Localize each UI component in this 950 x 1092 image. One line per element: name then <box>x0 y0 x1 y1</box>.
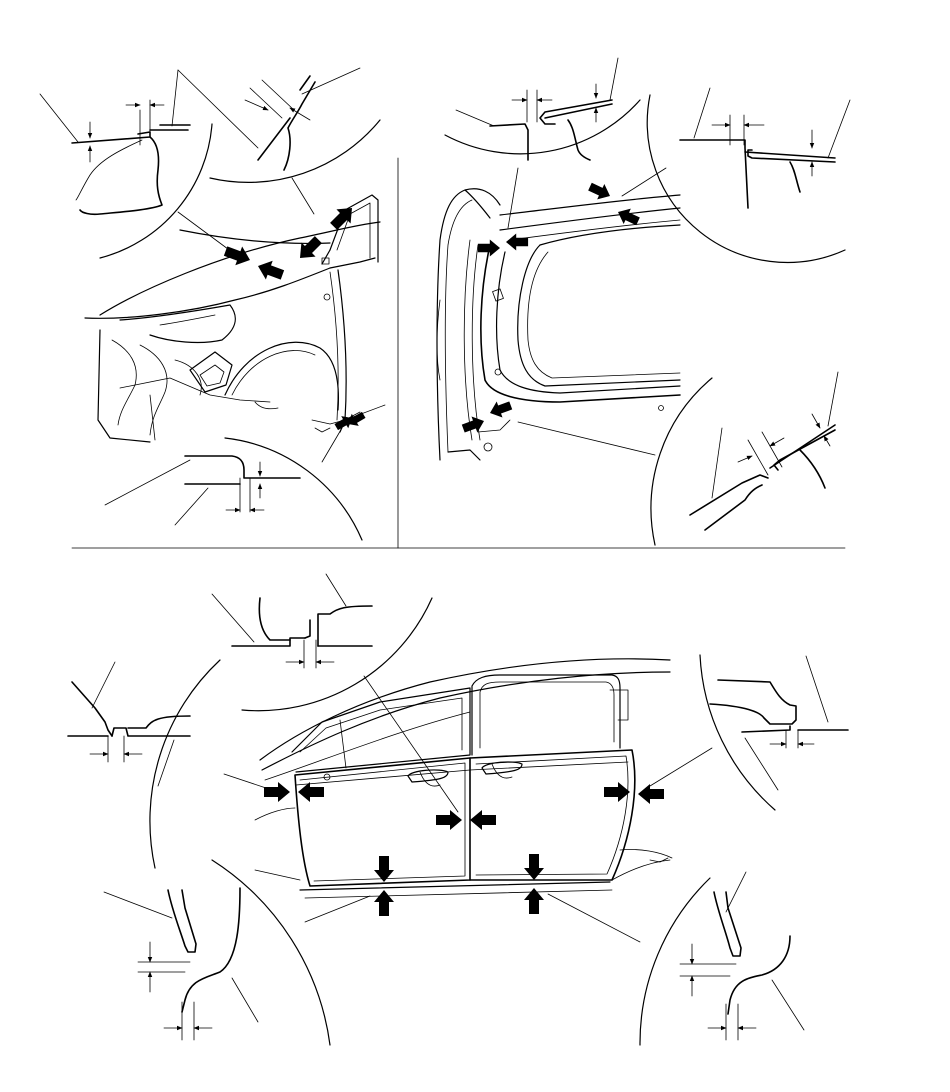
fender-lower-arrow-pair <box>332 408 368 434</box>
side-doors-view <box>223 658 713 943</box>
detail-rear-door-rear-gap <box>699 654 849 811</box>
tailgate-lower-side-arrows <box>460 397 514 437</box>
front-door-bottom-arrows <box>374 856 394 916</box>
tailgate-upper-left-arrows <box>477 233 529 257</box>
front-door-front-arrows <box>264 782 324 802</box>
detail-fender-top-gap <box>39 69 259 259</box>
front-fender-view <box>84 177 386 463</box>
detail-fender-windshield-gap <box>209 67 381 183</box>
fender-top-arrow-pair <box>222 241 286 285</box>
detail-door-center-gap <box>211 573 433 712</box>
tailgate-opening-view <box>436 167 681 461</box>
detail-fender-lower-rear-gap <box>104 437 363 541</box>
view-separators <box>71 157 846 549</box>
detail-rear-door-bottom-gap <box>639 871 805 1046</box>
door-center-arrows <box>436 810 496 830</box>
detail-tailgate-lower-side-gap <box>650 371 839 546</box>
detail-tailgate-upper-right-gap <box>646 87 851 264</box>
detail-front-door-front-gap <box>67 659 221 869</box>
detail-tailgate-upper-left-gap <box>444 57 641 161</box>
detail-front-door-bottom-gap <box>103 859 331 1046</box>
